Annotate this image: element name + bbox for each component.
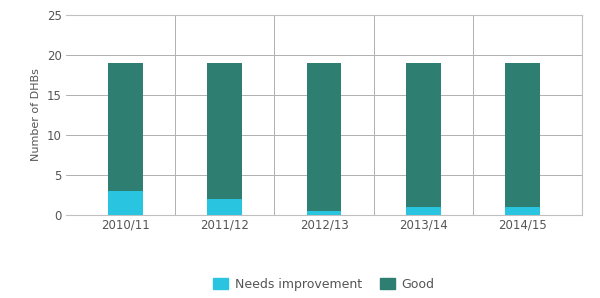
- Bar: [208, 198, 242, 215]
- Bar: [505, 207, 540, 215]
- Bar: [307, 63, 341, 211]
- Bar: [208, 63, 242, 198]
- Legend: Needs improvement, Good: Needs improvement, Good: [208, 273, 440, 296]
- Y-axis label: Number of DHBs: Number of DHBs: [31, 68, 41, 161]
- Bar: [406, 207, 440, 215]
- Bar: [406, 63, 440, 207]
- Bar: [307, 211, 341, 215]
- Bar: [108, 63, 143, 191]
- Bar: [505, 63, 540, 207]
- Bar: [108, 191, 143, 215]
